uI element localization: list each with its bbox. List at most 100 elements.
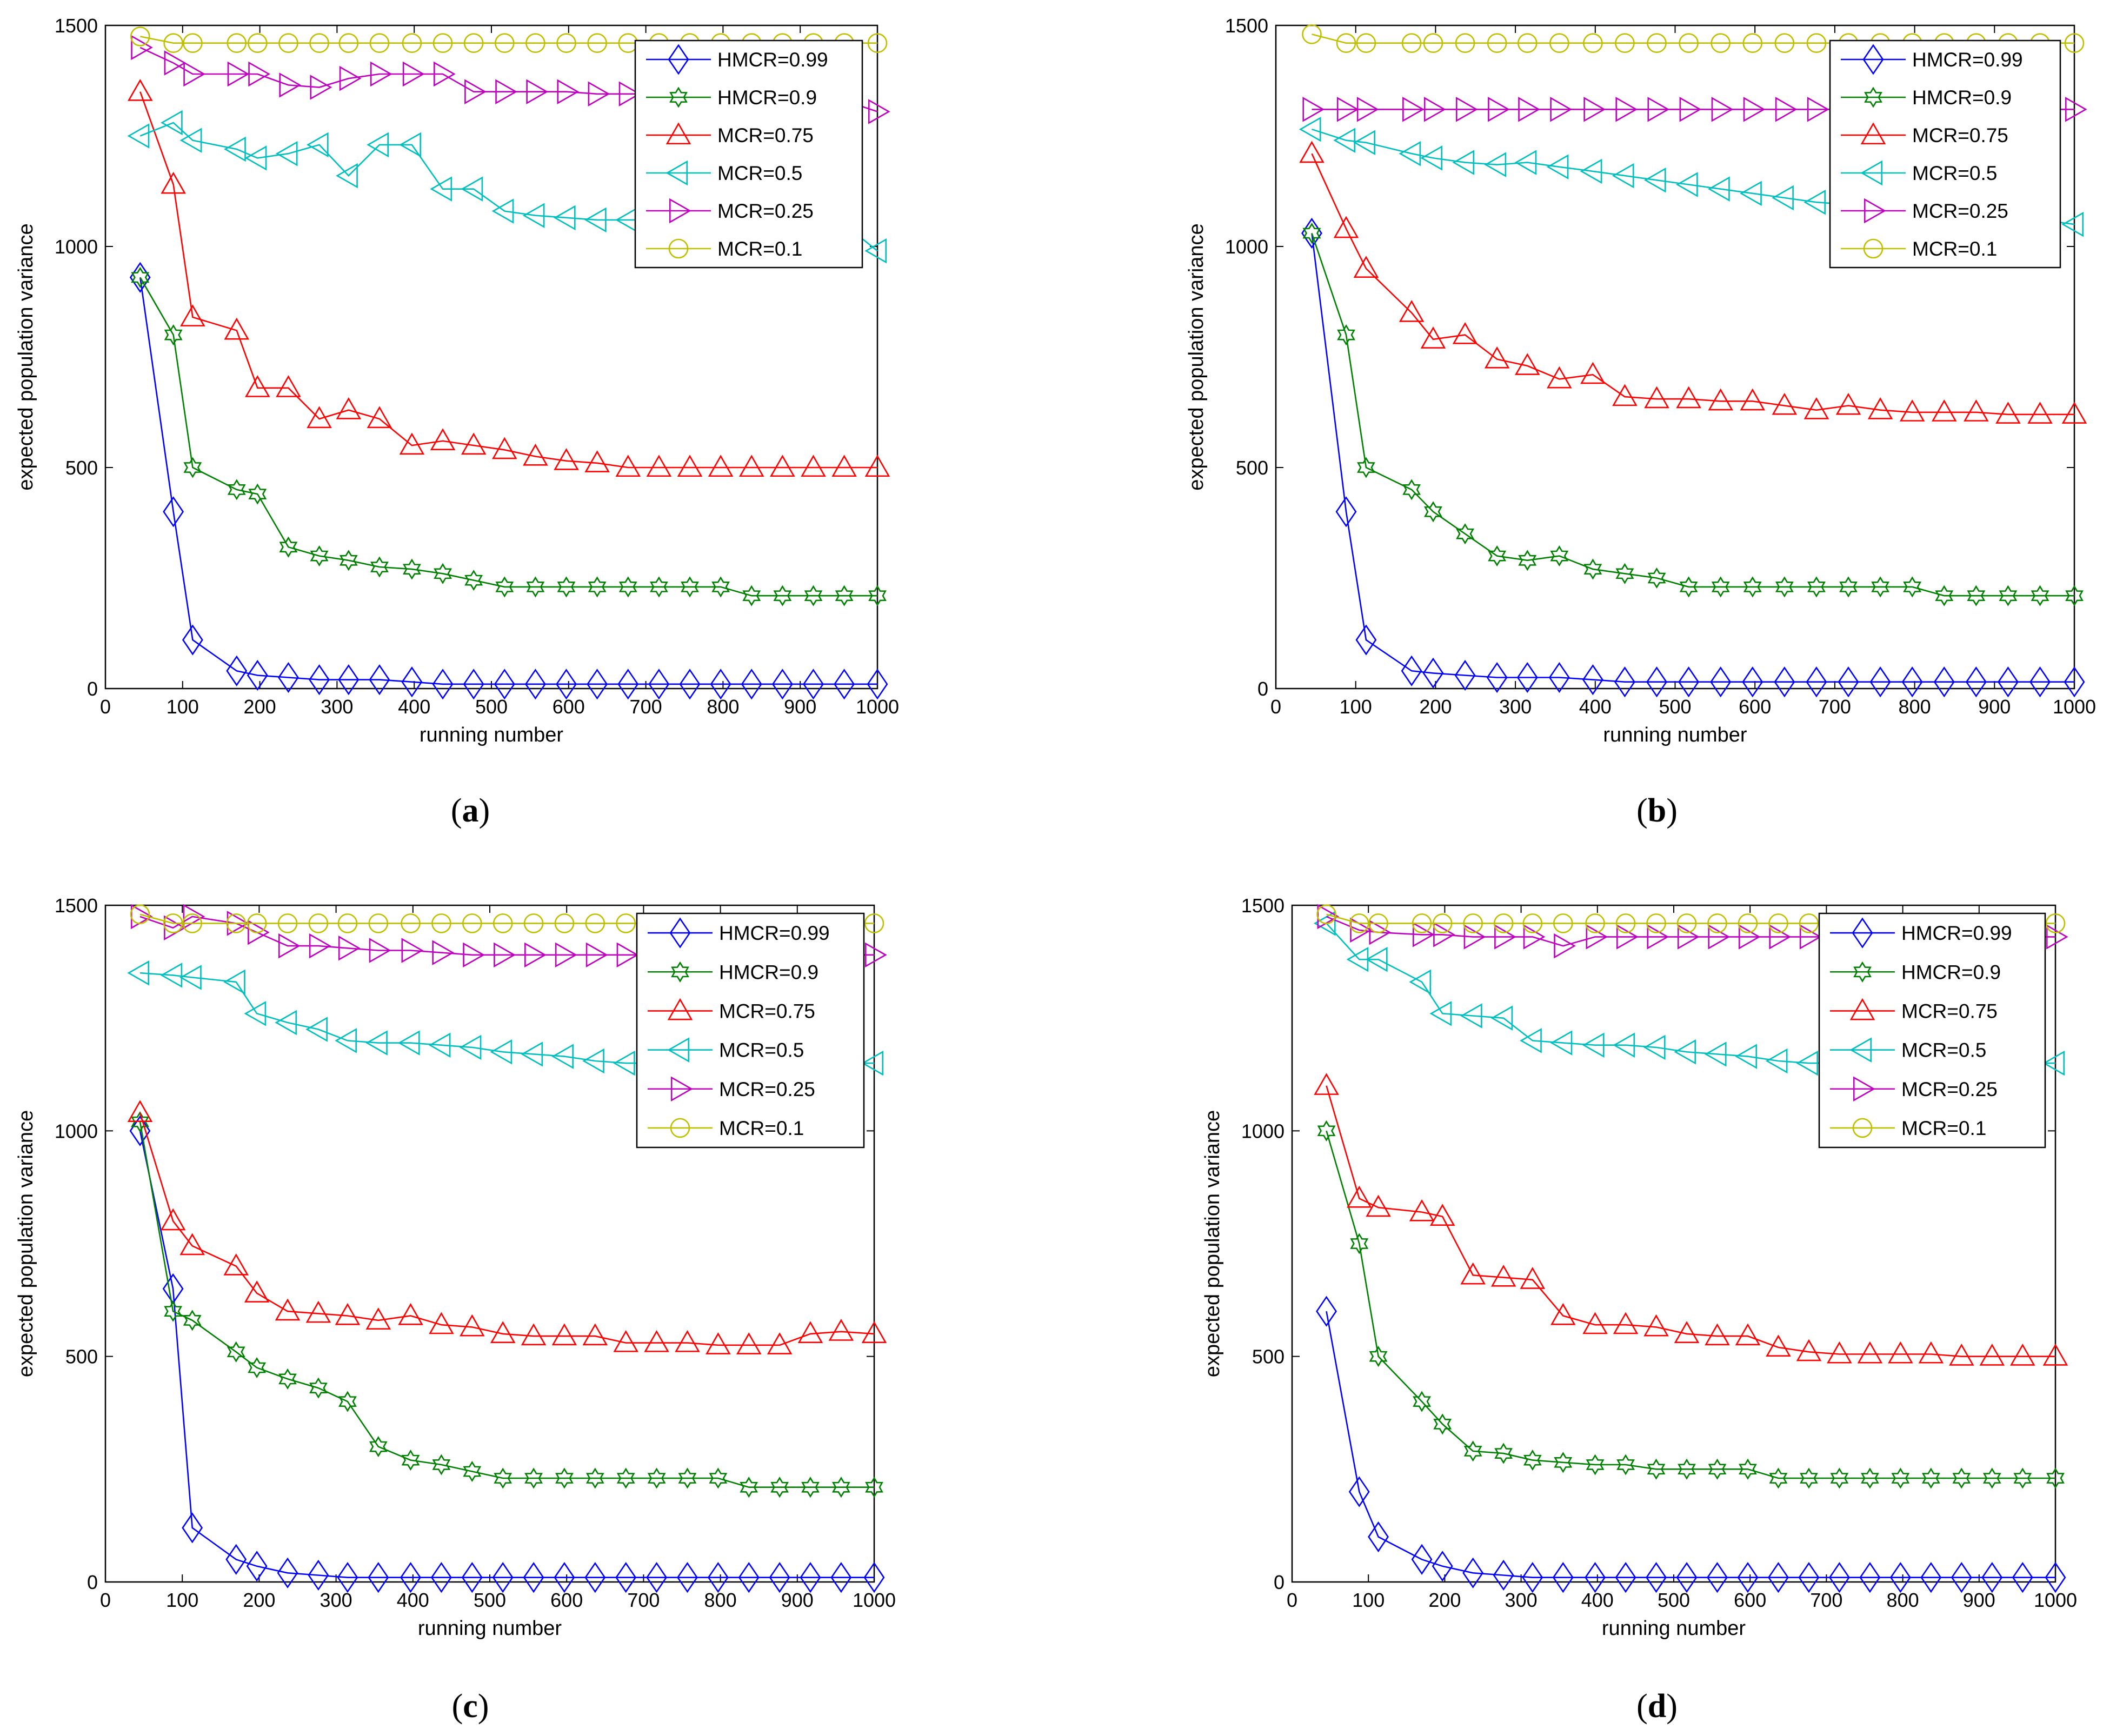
data-point (1708, 176, 1730, 202)
data-point (1432, 1551, 1453, 1582)
data-point (2045, 1562, 2066, 1593)
data-point (248, 1357, 267, 1379)
data-point (310, 75, 332, 100)
data-point (521, 1041, 543, 1067)
data-point (1550, 1030, 1573, 1056)
x-tick-label: 0 (1287, 1589, 1297, 1611)
legend-box (636, 912, 865, 1149)
data-point (740, 1477, 758, 1498)
data-point (1612, 163, 1634, 189)
data-point (1615, 563, 1634, 584)
data-point (618, 81, 641, 107)
x-tick-label: 200 (1428, 1589, 1461, 1611)
x-tick-label: 200 (244, 696, 276, 718)
data-point (864, 238, 887, 264)
data-point (335, 1303, 361, 1325)
data-point (1456, 523, 1475, 545)
data-point (1494, 924, 1516, 950)
data-point (585, 1467, 604, 1489)
data-point (864, 455, 890, 477)
data-point (1463, 924, 1486, 950)
x-tick-label: 100 (166, 1589, 198, 1611)
data-point (1580, 362, 1606, 384)
data-point (370, 61, 392, 87)
data-point (1738, 1458, 1757, 1480)
y-tick-label: 500 (65, 1346, 98, 1368)
data-point (1647, 567, 1666, 589)
x-tick-label: 1000 (2053, 696, 2096, 718)
legend-label: HMCR=0.9 (1901, 961, 2001, 983)
x-tick-label: 500 (1658, 1589, 1690, 1611)
data-point (553, 205, 576, 231)
y-axis-label: expected population variance (1201, 1110, 1224, 1377)
data-point (647, 1467, 666, 1489)
series-MCR=0.75 (128, 79, 890, 477)
data-point (554, 1562, 575, 1593)
x-tick-label: 0 (100, 696, 111, 718)
data-point (131, 35, 153, 61)
data-point (430, 428, 456, 450)
data-point (868, 99, 890, 124)
data-point (1402, 479, 1421, 500)
data-point (244, 1001, 267, 1026)
data-point (1580, 158, 1602, 184)
data-point (183, 1310, 202, 1331)
legend-marker (665, 122, 691, 145)
data-point (492, 1562, 514, 1593)
data-point (1949, 1344, 1974, 1366)
data-point (246, 1551, 268, 1582)
data-point (275, 1010, 297, 1036)
data-point (226, 913, 247, 933)
data-point (867, 33, 888, 54)
legend-marker (669, 917, 691, 949)
data-point (1768, 913, 1788, 933)
data-point (1550, 97, 1572, 122)
data-point (1707, 1562, 1728, 1593)
data-point (369, 664, 390, 696)
data-point (1452, 322, 1478, 344)
data-point (1518, 97, 1540, 122)
data-point (339, 550, 358, 571)
data-point (432, 1454, 451, 1475)
data-point (275, 141, 298, 166)
y-tick-label: 1000 (55, 1120, 98, 1142)
x-tick-label: 300 (320, 1589, 352, 1611)
data-point (1493, 1559, 1514, 1591)
data-point (1409, 969, 1432, 995)
data-point (492, 437, 517, 459)
data-point (1585, 913, 1605, 933)
data-point (310, 545, 329, 567)
data-point (464, 79, 487, 104)
data-point (1999, 585, 2018, 606)
data-point (339, 65, 362, 91)
data-point (526, 576, 545, 598)
x-axis-label: running number (1603, 724, 1747, 746)
data-point (335, 1028, 357, 1053)
data-point (1369, 1346, 1388, 1367)
x-tick-label: 600 (553, 696, 585, 718)
data-point (1612, 384, 1638, 406)
data-point (1735, 1323, 1761, 1346)
data-point (864, 913, 884, 933)
data-point (1554, 933, 1576, 959)
data-point (495, 576, 514, 598)
x-axis-label: running number (418, 1617, 562, 1640)
data-point (337, 1562, 358, 1593)
data-point (1369, 919, 1392, 945)
series-line (139, 91, 877, 469)
y-tick-label: 500 (65, 457, 98, 479)
data-point (1901, 666, 1923, 698)
data-point (1859, 1562, 1881, 1593)
data-point (1679, 576, 1698, 598)
y-tick-label: 1000 (1241, 1120, 1285, 1142)
data-point (131, 1111, 149, 1133)
data-point (830, 1562, 852, 1593)
data-point (1333, 216, 1359, 238)
data-point (864, 942, 887, 968)
data-point (1935, 585, 1954, 606)
legend-marker (671, 961, 689, 983)
data-point (1711, 576, 1730, 598)
legend-marker (667, 998, 693, 1020)
data-point (368, 1562, 389, 1593)
data-point (226, 655, 248, 686)
